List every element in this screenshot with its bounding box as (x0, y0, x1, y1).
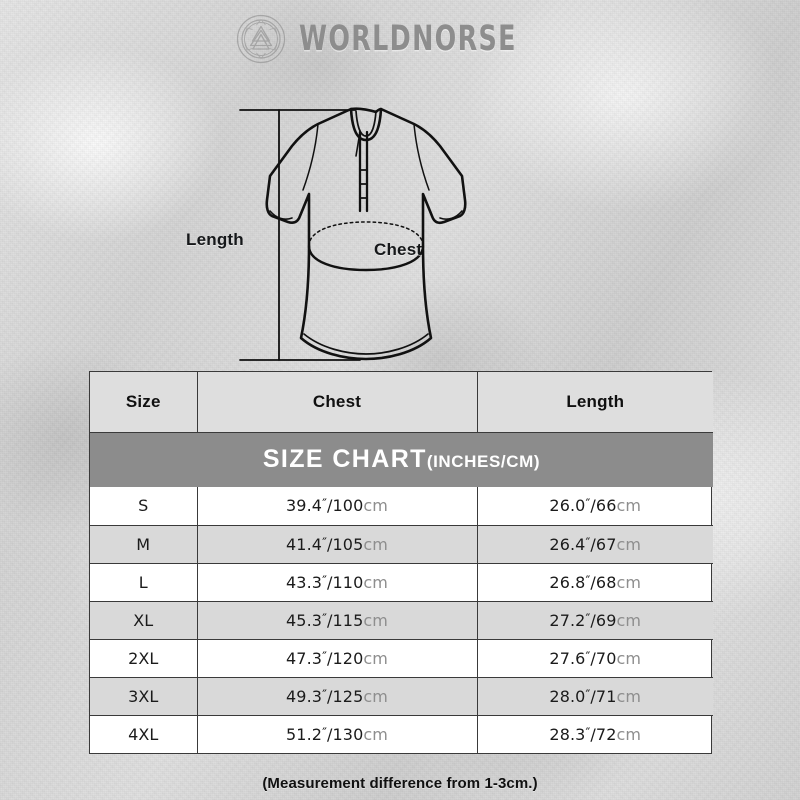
measurement-note: (Measurement difference from 1-3cm.) (262, 775, 538, 792)
cell-length: 27.6″/70cm (477, 639, 713, 678)
column-header-chest: Chest (197, 372, 478, 433)
size-chart-table: SIZE CHART(INCHES/CM) Size Chest Length … (89, 371, 713, 754)
cell-length: 27.2″/69cm (477, 601, 713, 640)
cell-size: 2XL (90, 639, 198, 678)
cell-length: 26.8″/68cm (477, 563, 713, 602)
column-header-length: Length (477, 372, 713, 433)
cell-length: 26.0″/66cm (477, 487, 713, 526)
cell-size: L (90, 563, 198, 602)
table-title-units: (INCHES/CM) (426, 452, 541, 472)
cell-size: 3XL (90, 677, 198, 716)
cell-chest: 51.2″/130cm (197, 715, 478, 753)
henley-tshirt-outline-icon (170, 98, 540, 370)
column-header-size: Size (90, 372, 198, 433)
cell-length: 28.0″/71cm (477, 677, 713, 716)
table-column-headers: Size Chest Length (90, 372, 713, 433)
table-row: S 39.4″/100cm 26.0″/66cm (90, 487, 713, 526)
length-measure-label: Length (186, 230, 244, 249)
table-row: 4XL 51.2″/130cm 28.3″/72cm (90, 715, 713, 753)
cell-size: S (90, 487, 198, 526)
table-row: 3XL 49.3″/125cm 28.0″/71cm (90, 677, 713, 716)
brand-header: WORLDNORSE (0, 14, 800, 64)
cell-size: 4XL (90, 715, 198, 753)
cell-chest: 47.3″/120cm (197, 639, 478, 678)
cell-size: M (90, 525, 198, 564)
table-row: L 43.3″/110cm 26.8″/68cm (90, 563, 713, 602)
table-title-row: SIZE CHART(INCHES/CM) (90, 432, 713, 487)
table-row: M 41.4″/105cm 26.4″/67cm (90, 525, 713, 564)
table-title-cell: SIZE CHART(INCHES/CM) (90, 432, 713, 487)
cell-chest: 45.3″/115cm (197, 601, 478, 640)
cell-chest: 43.3″/110cm (197, 563, 478, 602)
table-body: S 39.4″/100cm 26.0″/66cm M 41.4″/105cm 26.4″/… (90, 487, 713, 753)
brand-wordmark: WORLDNORSE (298, 18, 517, 60)
cell-chest: 49.3″/125cm (197, 677, 478, 716)
cell-length: 28.3″/72cm (549, 724, 642, 744)
table-row: XL 45.3″/115cm 27.2″/69cm (90, 601, 713, 640)
chest-measure-label: Chest (374, 240, 423, 259)
cell-chest: 39.4″/100cm (197, 487, 478, 526)
cell-chest: 41.4″/105cm (197, 525, 478, 564)
cell-size: XL (90, 601, 198, 640)
valknut-circle-icon (236, 14, 286, 64)
table-row: 2XL 47.3″/120cm 27.6″/70cm (90, 639, 713, 678)
cell-length: 26.4″/67cm (477, 525, 713, 564)
table-title-main: SIZE CHART (262, 445, 427, 474)
